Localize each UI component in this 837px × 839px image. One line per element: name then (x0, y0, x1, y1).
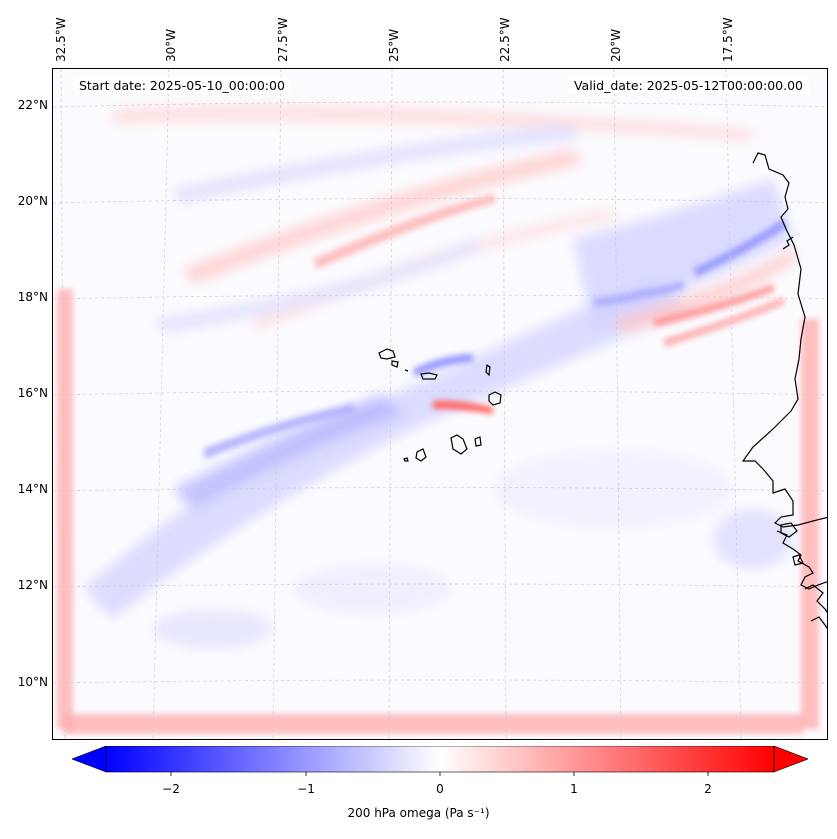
map-panel: Start date: 2025-05-10_00:00:00 Valid_da… (52, 68, 828, 740)
cape-verde-islands (378, 348, 502, 462)
lat-label-22n: 22°N (17, 98, 48, 112)
graticule (53, 69, 827, 739)
valid-date-label: Valid_date: 2025-05-12T00:00:00.00 (567, 77, 809, 94)
lon-label-30w: 30°W (164, 28, 178, 62)
start-date-label: Start date: 2025-05-10_00:00:00 (73, 77, 291, 94)
lon-label-20w: 20°W (609, 28, 623, 62)
colorbar-tick-neg1: −1 (297, 782, 315, 796)
colorbar-title: 200 hPa omega (Pa s⁻¹) (347, 806, 490, 820)
colorbar-tick-1: 1 (570, 782, 578, 796)
lat-label-14n: 14°N (17, 482, 48, 496)
boundary-zone (57, 289, 819, 734)
lat-label-10n: 10°N (17, 675, 48, 689)
lon-label-17.5w: 17.5°W (721, 17, 735, 62)
omega-field-map (53, 69, 827, 739)
lon-label-25w: 25°W (387, 28, 401, 62)
lon-label-32.5w: 32.5°W (54, 17, 68, 62)
colorbar-gradient (106, 746, 774, 772)
lon-label-27.5w: 27.5°W (276, 17, 290, 62)
colorbar-tick-neg2: −2 (162, 782, 180, 796)
colorbar (72, 746, 808, 776)
colorbar-tick-0: 0 (436, 782, 444, 796)
lat-label-12n: 12°N (17, 578, 48, 592)
lat-label-16n: 16°N (17, 386, 48, 400)
colorbar-extend-low (72, 746, 107, 773)
african-coastline (741, 152, 827, 630)
omega-field (83, 105, 798, 649)
colorbar-extend-high (773, 746, 808, 773)
lat-label-20n: 20°N (17, 194, 48, 208)
lon-label-22.5w: 22.5°W (498, 17, 512, 62)
colorbar-tick-marks (170, 772, 709, 776)
omega-sharp-features (203, 194, 787, 459)
colorbar-tick-2: 2 (704, 782, 712, 796)
lat-label-18n: 18°N (17, 290, 48, 304)
